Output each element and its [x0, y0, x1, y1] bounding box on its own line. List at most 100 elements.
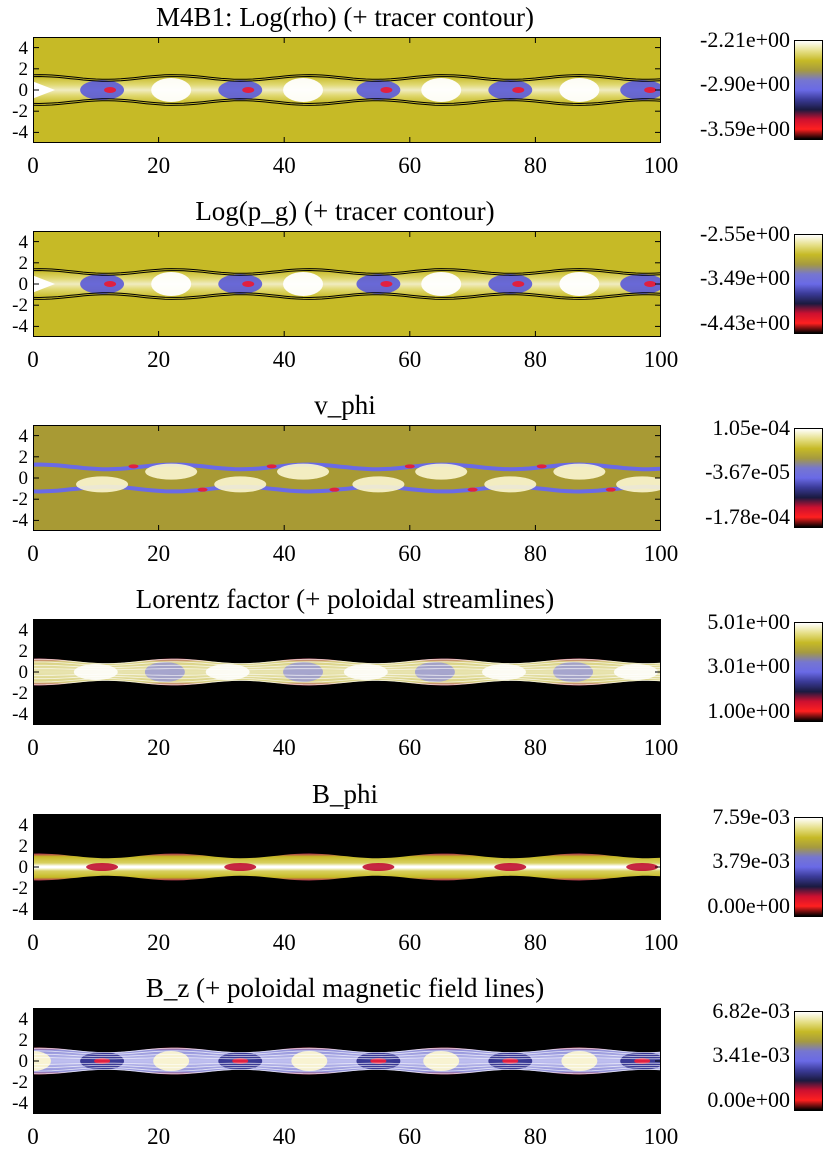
x-tick-label: 100	[643, 347, 679, 372]
colorbar-label: -3.59e+00	[700, 116, 790, 141]
vphi-spot	[128, 464, 139, 469]
lorentz-trough	[414, 662, 455, 682]
vphi-spot	[197, 487, 208, 492]
panel-title: Log(p_g) (+ tracer contour)	[195, 196, 495, 226]
knot-core	[380, 281, 393, 287]
bphi-core	[86, 863, 119, 871]
colorbar	[794, 1011, 823, 1111]
x-tick-label: 80	[523, 930, 547, 955]
y-tick-label: -2	[12, 1072, 28, 1094]
y-tick-label: 0	[18, 662, 29, 683]
streamline	[33, 668, 661, 671]
vphi-spot	[266, 464, 277, 469]
vphi-spot	[605, 487, 616, 492]
y-tick-label: 2	[18, 58, 29, 80]
bz-core	[502, 1058, 519, 1064]
colorbar-label: 0.00e+00	[707, 893, 790, 918]
x-tick-label: 80	[523, 347, 547, 372]
y-tick-label: -4	[12, 899, 28, 921]
x-tick-label: 40	[272, 1124, 296, 1149]
panel-4: Lorentz factor (+ poloidal streamlines) 4…	[0, 582, 830, 776]
y-tick-label: 0	[18, 80, 29, 101]
bz-bright	[561, 1051, 598, 1071]
x-tick-label: 60	[398, 347, 422, 372]
colorbar-label: -1.78e-04	[705, 504, 790, 529]
heatmap-plot	[33, 814, 661, 920]
field-line	[33, 1062, 661, 1065]
x-tick-label: 100	[643, 541, 679, 566]
colorbar-label: 0.00e+00	[707, 1087, 790, 1112]
colorbar-label: 7.59e-03	[712, 804, 790, 829]
y-tick-label: -4	[12, 122, 28, 144]
y-tick-label: 4	[18, 37, 29, 59]
heatmap-plot	[33, 619, 661, 725]
colorbar-label: 3.79e-03	[712, 848, 790, 873]
x-tick-label: 100	[643, 153, 679, 178]
x-tick-label: 80	[523, 153, 547, 178]
bphi-core	[362, 863, 395, 871]
x-tick-label: 20	[147, 735, 171, 760]
vphi-patch	[214, 476, 267, 493]
y-tick-label: 2	[18, 446, 29, 468]
y-tick-label: -4	[12, 316, 28, 338]
colorbar	[794, 40, 823, 140]
bz-bright	[153, 1051, 190, 1071]
knot	[151, 272, 192, 296]
x-tick-label: 0	[27, 153, 39, 178]
heatmap-plot	[33, 37, 661, 143]
vphi-spot	[329, 487, 340, 492]
knot-core	[104, 281, 117, 287]
knot-core	[512, 281, 525, 287]
streamline	[33, 661, 661, 666]
shear-layer	[33, 484, 661, 494]
y-tick-label: 2	[18, 1029, 29, 1051]
colorbar-label: 6.82e-03	[712, 998, 790, 1023]
panel-2: Log(p_g) (+ tracer contour) 4 2 0 -2 -4 0 20 40 6…	[0, 194, 830, 388]
lorentz-peak	[73, 664, 118, 680]
knot	[151, 78, 192, 102]
streamline	[33, 664, 661, 668]
y-tick-label: -2	[12, 489, 28, 511]
bphi-core	[494, 863, 527, 871]
vphi-spot	[404, 464, 415, 469]
colorbar-label: 3.01e+00	[707, 653, 790, 678]
knot-core	[380, 87, 393, 93]
x-tick-label: 60	[398, 1124, 422, 1149]
vphi-spot	[536, 464, 547, 469]
colorbar-label: -2.21e+00	[700, 27, 790, 52]
tracer-contour	[33, 268, 661, 274]
lorentz-peak	[205, 664, 250, 680]
vphi-patch	[553, 463, 606, 480]
vphi-patch	[616, 476, 661, 493]
streamline	[33, 678, 661, 683]
panel-title: M4B1: Log(rho) (+ tracer contour)	[155, 2, 535, 32]
knot	[218, 80, 263, 100]
y-tick-label: -2	[12, 101, 28, 123]
jet-band	[33, 853, 661, 881]
x-tick-label: 80	[523, 735, 547, 760]
knot-core	[644, 87, 657, 93]
lorentz-trough	[553, 662, 594, 682]
knot	[620, 80, 661, 100]
x-tick-label: 20	[147, 347, 171, 372]
x-tick-label: 100	[643, 930, 679, 955]
heatmap-svg	[33, 37, 661, 143]
x-tick-label: 60	[398, 735, 422, 760]
x-tick-label: 20	[147, 153, 171, 178]
knot-core	[242, 87, 255, 93]
tracer-contour	[33, 98, 661, 105]
tracer-contour	[33, 294, 661, 300]
colorbar-label: 5.01e+00	[707, 609, 790, 634]
vphi-patch	[352, 476, 405, 493]
x-tick-label: 0	[27, 735, 39, 760]
heatmap-plot	[33, 1008, 661, 1114]
y-tick-label: 4	[18, 1008, 29, 1030]
vphi-patch	[76, 476, 129, 493]
vphi-spot	[467, 487, 478, 492]
x-tick-label: 60	[398, 930, 422, 955]
y-tick-label: 4	[18, 619, 29, 641]
tracer-contour	[33, 100, 661, 106]
heatmap-svg	[33, 425, 661, 531]
y-tick-label: -4	[12, 510, 28, 532]
y-tick-label: -2	[12, 878, 28, 900]
